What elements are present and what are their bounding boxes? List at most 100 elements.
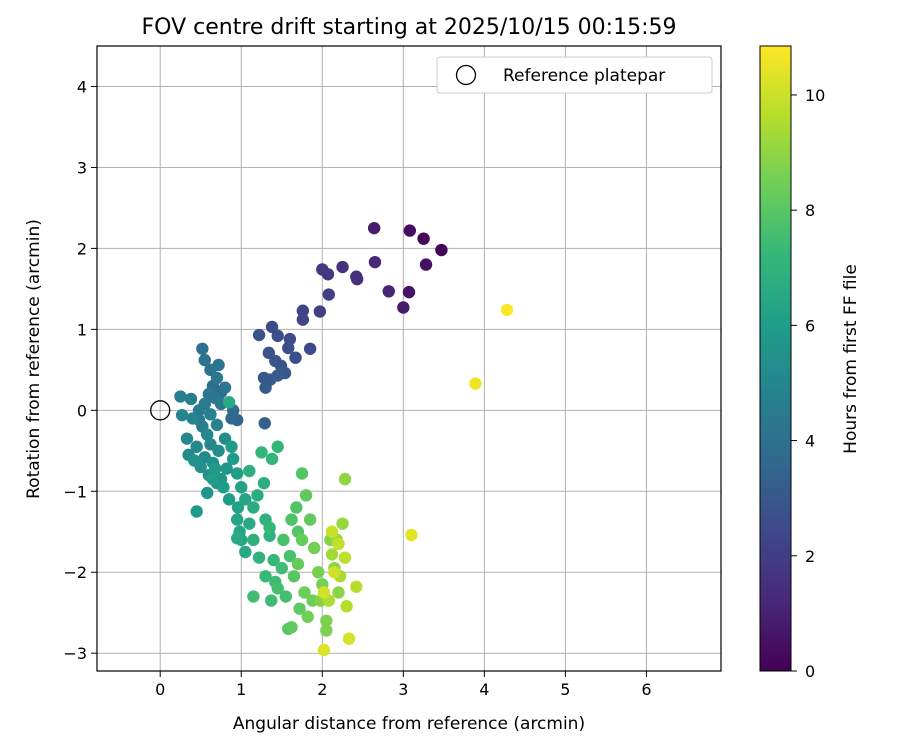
scatter-points (174, 221, 514, 657)
data-point (295, 533, 309, 547)
data-point (243, 517, 256, 530)
data-point (367, 221, 381, 235)
data-point (230, 513, 244, 526)
data-point (313, 305, 327, 318)
data-point (212, 444, 225, 457)
data-point (285, 513, 298, 526)
data-point (350, 270, 363, 283)
data-point (325, 525, 339, 538)
colorbar-tick-label: 4 (805, 432, 815, 451)
data-point (336, 517, 349, 530)
data-point (287, 570, 301, 583)
data-point (267, 553, 280, 567)
chart-title: FOV centre drift starting at 2025/10/15 … (142, 15, 677, 40)
y-tick-label: 3 (77, 158, 87, 177)
data-point (255, 446, 268, 459)
data-point (258, 417, 271, 430)
data-point (320, 624, 333, 637)
data-point (303, 513, 317, 526)
data-point (239, 493, 252, 506)
legend-reference-marker (455, 64, 477, 86)
data-point (293, 602, 306, 615)
colorbar-tick-label: 8 (805, 201, 815, 220)
data-point (210, 371, 224, 385)
y-tick-label: −1 (63, 482, 87, 501)
data-point (307, 541, 321, 555)
data-point (265, 594, 278, 607)
data-point (271, 582, 284, 595)
legend: Reference platepar (436, 56, 713, 94)
data-point (301, 610, 314, 623)
data-point (283, 549, 297, 563)
data-point (226, 452, 240, 466)
data-point (212, 358, 225, 372)
data-point (405, 528, 418, 542)
data-point (277, 533, 290, 547)
data-point (196, 342, 209, 355)
data-point (190, 505, 203, 518)
data-point (271, 329, 284, 343)
data-point (247, 501, 260, 514)
colorbar-frame (759, 45, 792, 672)
reference-marker-layer (150, 400, 171, 421)
x-tick-label: 3 (398, 680, 408, 699)
data-point (247, 533, 260, 547)
data-point (350, 580, 363, 594)
data-point (332, 586, 345, 599)
data-point (259, 381, 272, 394)
data-point (340, 600, 353, 613)
data-point (338, 551, 352, 564)
data-point (435, 243, 448, 257)
x-tick-label: 4 (479, 680, 489, 699)
data-point (186, 412, 199, 425)
data-point (265, 320, 279, 334)
data-point (184, 392, 198, 406)
data-point (202, 387, 216, 401)
data-point (368, 255, 382, 269)
data-point (209, 462, 222, 475)
data-point (230, 532, 244, 545)
data-point (263, 521, 276, 534)
data-point (317, 586, 331, 599)
data-point (198, 353, 211, 367)
x-tick-label: 2 (317, 680, 327, 699)
data-point (251, 489, 264, 502)
y-tick-label: −3 (63, 644, 87, 663)
data-point (332, 537, 345, 551)
data-point (322, 288, 335, 301)
data-point (252, 551, 266, 564)
data-point (382, 285, 395, 298)
data-point (419, 258, 433, 271)
data-point (180, 432, 194, 445)
grid (97, 46, 721, 671)
data-point (403, 224, 417, 237)
data-point (201, 486, 214, 500)
colorbar-tick-label: 0 (805, 662, 815, 681)
data-point (190, 440, 203, 453)
data-point (269, 354, 282, 368)
data-point (231, 501, 245, 514)
x-tick-label: 1 (236, 680, 246, 699)
data-point (275, 561, 288, 575)
data-point (296, 304, 310, 317)
colorbar-tick-label: 6 (805, 316, 815, 335)
data-point (469, 377, 482, 390)
x-tick-label: 5 (560, 680, 570, 699)
data-point (201, 428, 214, 441)
colorbar-tick-label: 2 (805, 547, 815, 566)
data-point (204, 408, 217, 421)
data-point (336, 260, 349, 274)
data-point (217, 481, 230, 494)
data-point (295, 467, 309, 480)
data-point (235, 481, 248, 494)
data-point (296, 313, 310, 326)
data-point (500, 303, 514, 317)
data-point (206, 472, 220, 486)
data-point (247, 590, 260, 603)
reference-platepar-marker (150, 400, 171, 421)
data-point (325, 548, 339, 561)
y-tick-label: −2 (63, 563, 87, 582)
data-point (342, 632, 356, 645)
